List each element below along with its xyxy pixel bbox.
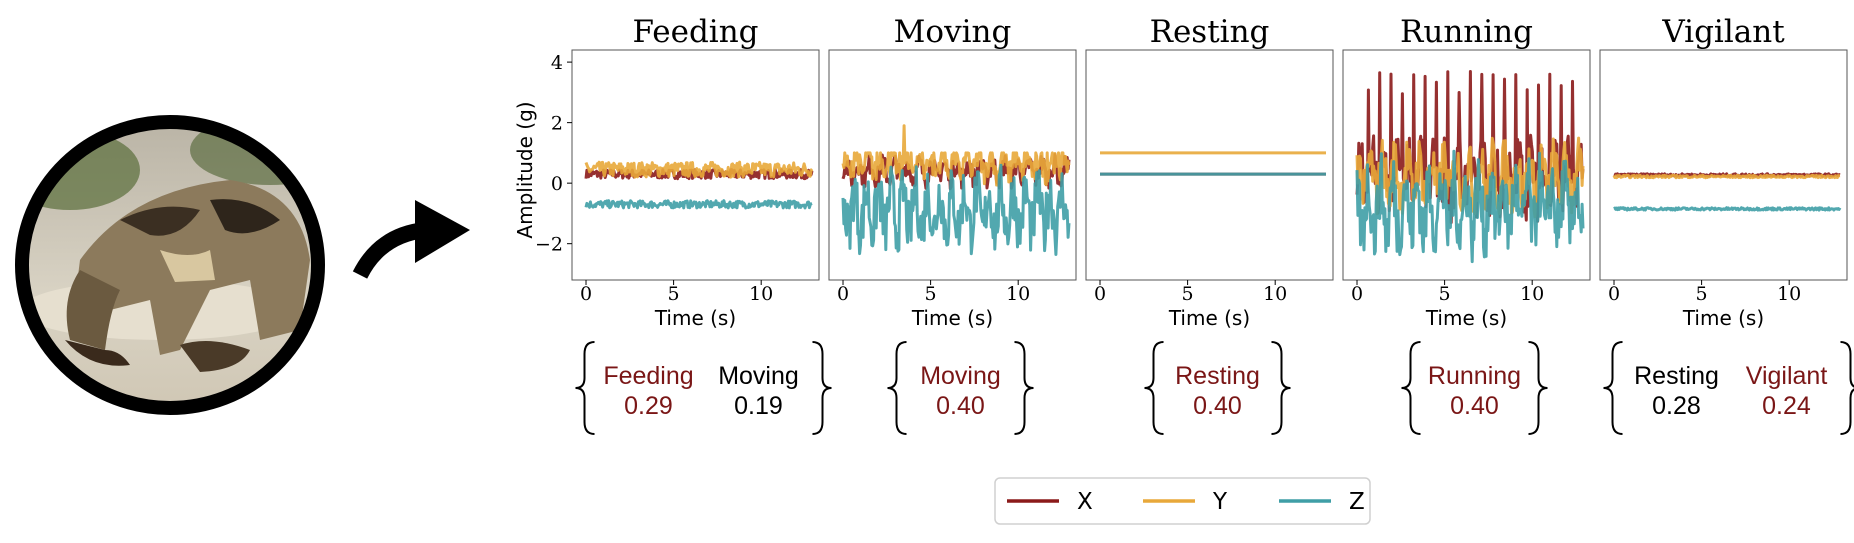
plot-frame [1599, 49, 1848, 281]
panel-resting: Resting 0 5 10 Time (s) [1085, 14, 1334, 330]
x-axis-label: Time (s) [1425, 306, 1507, 330]
x-tick-label: 10 [1006, 283, 1030, 305]
prediction-label: Resting [1634, 362, 1719, 390]
legend-label-x: X [1077, 489, 1093, 515]
series-line-y [584, 160, 814, 179]
x-tick-label: 0 [580, 283, 592, 305]
x-tick-label: 5 [668, 283, 680, 305]
x-tick-label: 10 [1777, 283, 1801, 305]
x-tick-label: 5 [1182, 283, 1194, 305]
y-axis-label: Amplitude (g) [513, 101, 537, 238]
prediction-score: 0.28 [1652, 392, 1701, 420]
prediction-label: Feeding [603, 362, 693, 390]
x-tick-label: 5 [1696, 283, 1708, 305]
prediction-label: Vigilant [1746, 362, 1828, 390]
left-brace [1401, 341, 1421, 435]
animal-photo [10, 110, 330, 420]
panel-running: Running 0 5 10 Time (s) [1342, 14, 1591, 330]
curved-arrow-icon [350, 185, 480, 295]
panel-title: Vigilant [1661, 14, 1785, 50]
left-brace [1603, 341, 1623, 435]
prediction-score: 0.40 [936, 392, 985, 420]
left-brace [1144, 341, 1164, 435]
right-brace [812, 341, 832, 435]
legend: X Y Z [994, 477, 1371, 525]
panel-moving: Moving 0 5 10 Time (s) [828, 14, 1077, 330]
series-line-y [1612, 173, 1841, 180]
x-tick-label: 10 [1520, 283, 1544, 305]
y-tick-label: 4 [551, 52, 563, 74]
prediction-score: 0.29 [624, 392, 673, 420]
legend-label-y: Y [1212, 489, 1228, 515]
x-tick-label: 5 [1439, 283, 1451, 305]
prediction-label: Running [1428, 362, 1521, 390]
panel-feeding: Feeding 0 5 10 Time (s) −2 0 2 4 [535, 14, 820, 330]
prediction-label: Resting [1175, 362, 1260, 390]
right-brace [1840, 341, 1854, 435]
right-brace [1271, 341, 1291, 435]
x-axis-label: Time (s) [1168, 306, 1250, 330]
x-tick-label: 0 [1608, 283, 1620, 305]
prediction-score: 0.19 [734, 392, 783, 420]
x-tick-label: 0 [837, 283, 849, 305]
y-tick-label: 2 [551, 113, 563, 135]
prediction-label: Moving [920, 362, 1001, 390]
left-brace [887, 341, 907, 435]
x-axis-label: Time (s) [654, 306, 736, 330]
left-brace [575, 341, 595, 435]
x-tick-label: 10 [1263, 283, 1287, 305]
panel-vigilant: Vigilant 0 5 10 Time (s) [1599, 14, 1848, 330]
series-line-z [1355, 149, 1585, 264]
panel-title: Resting [1150, 14, 1270, 50]
x-tick-label: 0 [1351, 283, 1363, 305]
prediction-label: Moving [718, 362, 799, 390]
x-axis-label: Time (s) [1682, 306, 1764, 330]
y-tick-label: 0 [551, 173, 563, 195]
panel-title: Moving [894, 14, 1012, 50]
right-brace [1014, 341, 1034, 435]
series-line-z [841, 163, 1071, 256]
prediction-score: 0.40 [1450, 392, 1499, 420]
panel-title: Feeding [632, 14, 758, 50]
series-line-z [584, 199, 813, 210]
series-line-y [841, 124, 1071, 187]
x-tick-label: 0 [1094, 283, 1106, 305]
right-brace [1528, 341, 1548, 435]
x-tick-label: 10 [749, 283, 773, 305]
y-tick-label: −2 [535, 234, 563, 256]
prediction-score: 0.24 [1762, 392, 1811, 420]
prediction-score: 0.40 [1193, 392, 1242, 420]
x-axis-label: Time (s) [911, 306, 993, 330]
legend-label-z: Z [1349, 489, 1365, 515]
panel-title: Running [1400, 14, 1533, 50]
plot-frame [1085, 49, 1334, 281]
x-tick-label: 5 [925, 283, 937, 305]
series-line-z [1613, 206, 1842, 212]
